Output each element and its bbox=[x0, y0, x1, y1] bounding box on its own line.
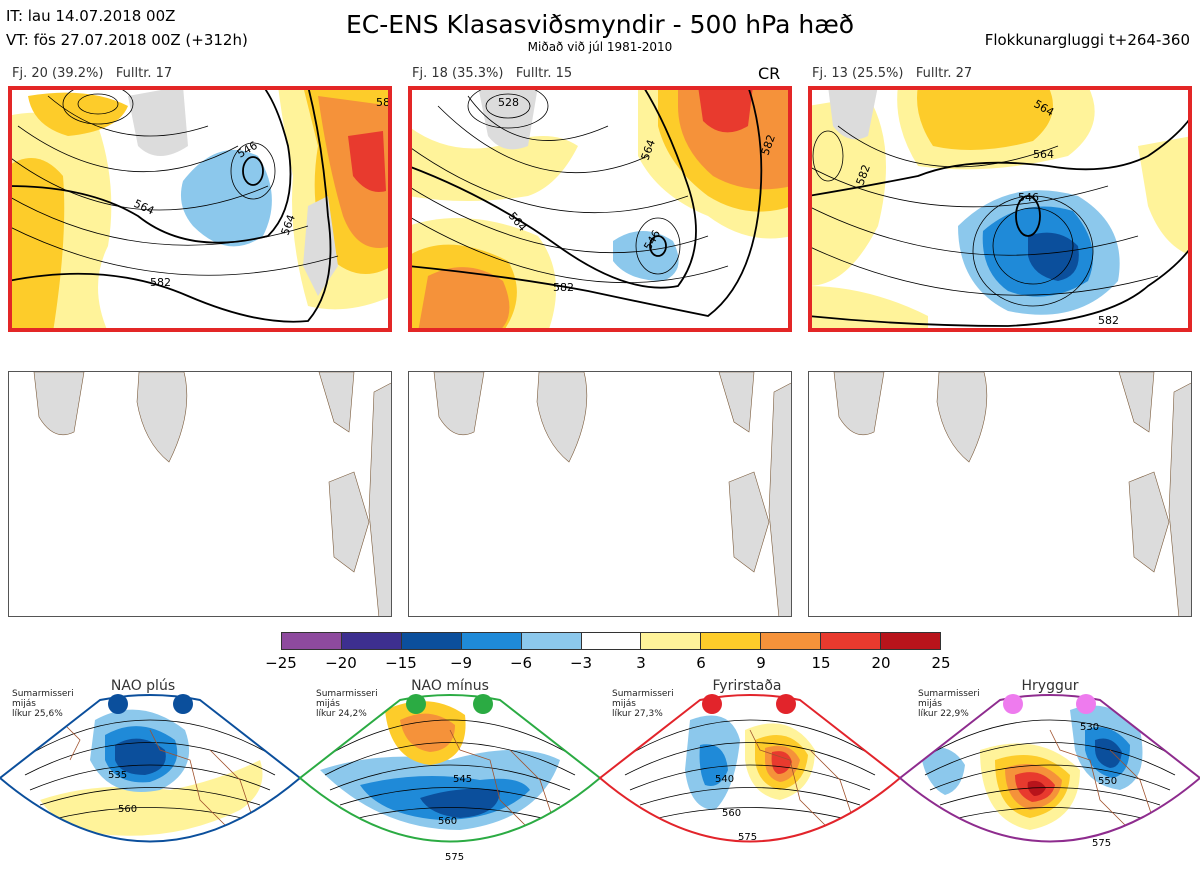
empty-map-3 bbox=[808, 371, 1192, 617]
colorbar-swatch bbox=[581, 633, 642, 649]
colorbar-tick-label: 6 bbox=[696, 654, 706, 672]
contour-label: 575 bbox=[445, 852, 464, 863]
regime-3-name: Fyrirstaða bbox=[712, 678, 782, 694]
contour-label: 575 bbox=[738, 832, 757, 843]
colorbar-tick-label: 15 bbox=[811, 654, 831, 672]
contour-label: 546 bbox=[1018, 191, 1039, 204]
colorbar-tick-label: −9 bbox=[449, 654, 473, 672]
cluster-window-label: Flokkunargluggi t+264-360 bbox=[984, 31, 1190, 49]
contour-label: 540 bbox=[715, 774, 734, 785]
regime-4-name: Hryggur bbox=[1021, 678, 1079, 694]
colorbar-swatch bbox=[641, 633, 702, 649]
colorbar-tick-label: −15 bbox=[385, 654, 417, 672]
regime-1-desc: Sumarmisseri mijás líkur 25,6% bbox=[12, 689, 74, 719]
cluster-map-3: 564 564 546 582 582 bbox=[808, 86, 1192, 332]
colorbar-tick-label: 20 bbox=[871, 654, 891, 672]
contour-label: 560 bbox=[722, 808, 741, 819]
contour-label: 560 bbox=[118, 804, 137, 815]
regime-2-desc: Sumarmisseri mijás líkur 24,2% bbox=[316, 689, 378, 719]
colorbar-swatch bbox=[282, 633, 342, 649]
colorbar-swatch bbox=[701, 633, 762, 649]
regime-1-name: NAO plús bbox=[110, 678, 176, 694]
colorbar-swatch bbox=[461, 633, 522, 649]
valid-time-label: VT: fös 27.07.2018 00Z (+312h) bbox=[6, 31, 248, 49]
contour-label: 528 bbox=[498, 96, 519, 109]
cluster-map-1: 546 564 582 582 564 bbox=[8, 86, 392, 332]
colorbar-tick-label: −6 bbox=[509, 654, 533, 672]
cluster-1-label: Fj. 20 (39.2%) Fulltr. 17 bbox=[12, 66, 173, 81]
cluster-3-label: Fj. 13 (25.5%) Fulltr. 27 bbox=[812, 66, 973, 81]
page-title: EC-ENS Klasasviðsmyndir - 500 hPa hæð bbox=[345, 10, 855, 39]
colorbar-tick-label: 9 bbox=[756, 654, 766, 672]
colorbar-tick-label: −3 bbox=[569, 654, 593, 672]
contour-label: 582 bbox=[553, 281, 574, 294]
contour-label: 582 bbox=[1098, 314, 1119, 327]
contour-label: 582 bbox=[150, 276, 171, 289]
page-subtitle: Miðað við júl 1981-2010 bbox=[527, 40, 673, 54]
contour-label: 564 bbox=[1033, 148, 1054, 161]
colorbar-tick-label: −25 bbox=[265, 654, 297, 672]
empty-map-2 bbox=[408, 371, 792, 617]
contour-label: 545 bbox=[453, 774, 472, 785]
colorbar-swatch bbox=[401, 633, 462, 649]
regime-3-desc: Sumarmisseri mijás líkur 27,3% bbox=[612, 689, 674, 719]
init-time-label: IT: lau 14.07.2018 00Z bbox=[6, 7, 176, 25]
colorbar-swatch bbox=[341, 633, 402, 649]
colorbar-swatch bbox=[821, 633, 882, 649]
contour-label: 535 bbox=[108, 770, 127, 781]
cluster-map-2: 528 546 564 582 564 582 bbox=[408, 86, 792, 332]
colorbar bbox=[281, 632, 941, 650]
contour-label: 530 bbox=[1080, 722, 1099, 733]
regime-2-name: NAO mínus bbox=[411, 678, 489, 694]
regime-maps: 535 560 545 560 575 540 560 575 bbox=[0, 694, 1200, 863]
colorbar-tick-label: 3 bbox=[636, 654, 646, 672]
contour-label: 550 bbox=[1098, 776, 1117, 787]
regime-4-desc: Sumarmisseri mijás líkur 22,9% bbox=[918, 689, 980, 719]
contour-label: 560 bbox=[438, 816, 457, 827]
cluster-2-label: Fj. 18 (35.3%) Fulltr. 15 bbox=[412, 66, 573, 81]
colorbar-tick-label: −20 bbox=[325, 654, 357, 672]
colorbar-swatch bbox=[881, 633, 940, 649]
cluster-2-badge: CR bbox=[758, 64, 781, 83]
colorbar-tick-label: 25 bbox=[931, 654, 951, 672]
contour-label: 575 bbox=[1092, 838, 1111, 849]
colorbar-swatch bbox=[761, 633, 822, 649]
colorbar-swatch bbox=[521, 633, 582, 649]
empty-map-1 bbox=[8, 371, 392, 617]
